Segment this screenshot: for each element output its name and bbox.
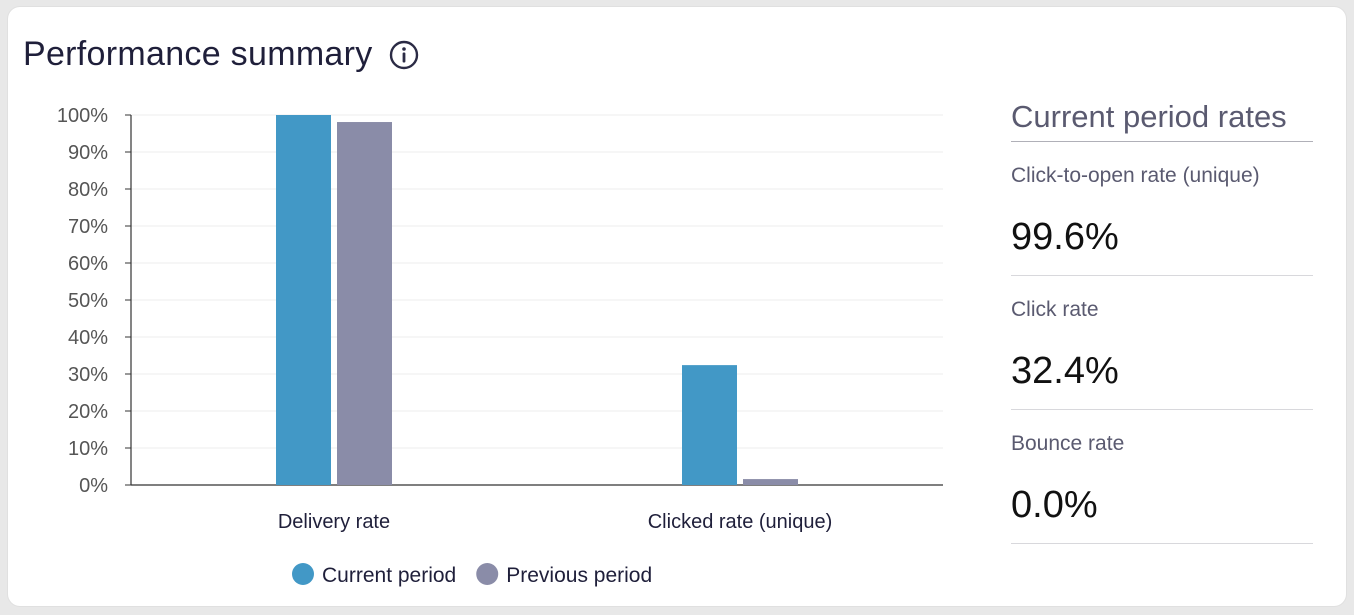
info-circle-icon[interactable] (389, 40, 419, 70)
rates-panel-title: Current period rates (1011, 99, 1313, 142)
metric-value: 0.0% (1011, 484, 1098, 526)
legend-label[interactable]: Current period (322, 564, 456, 587)
current-period-rates-panel: Current period rates Click-to-open rate … (1011, 99, 1313, 544)
metric-value: 32.4% (1011, 350, 1119, 392)
metric-click-to-open: Click-to-open rate (unique) 99.6% (1011, 142, 1313, 276)
legend-label[interactable]: Previous period (506, 564, 652, 587)
y-tick-label: 0% (79, 475, 108, 497)
y-tick-label: 60% (68, 253, 108, 275)
y-tick-label: 50% (68, 290, 108, 312)
bar-previous-1[interactable] (743, 479, 798, 485)
bar-chart: 0% 10% 20% 30% 40% 50% 60% 70% 80% 90% 100% Deliver… (57, 105, 943, 587)
y-tick-label: 40% (68, 327, 108, 349)
y-tick-label: 90% (68, 142, 108, 164)
bar-current-0[interactable] (276, 115, 331, 485)
x-category-label: Clicked rate (unique) (648, 511, 833, 533)
card-header: Performance summary (23, 35, 419, 74)
y-tick-label: 10% (68, 438, 108, 460)
performance-summary-card: Performance summary 0% 10% 20% 30% 40% 50% 60%… (8, 7, 1346, 606)
metric-click-rate: Click rate 32.4% (1011, 276, 1313, 410)
card-title: Performance summary (23, 35, 373, 73)
bar-current-1[interactable] (682, 365, 737, 485)
y-tick-label: 30% (68, 364, 108, 386)
metric-label: Bounce rate (1011, 432, 1125, 455)
legend-swatch (476, 563, 499, 585)
metric-label: Click-to-open rate (unique) (1011, 164, 1260, 187)
x-category-label: Delivery rate (278, 511, 390, 533)
metric-bounce-rate: Bounce rate 0.0% (1011, 410, 1313, 544)
metric-value: 99.6% (1011, 216, 1119, 258)
y-tick-label: 20% (68, 401, 108, 423)
metric-label: Click rate (1011, 298, 1099, 321)
y-tick-label: 100% (57, 105, 108, 127)
bar-previous-0[interactable] (337, 122, 392, 485)
y-tick-label: 70% (68, 216, 108, 238)
legend-swatch (292, 563, 314, 585)
y-tick-label: 80% (68, 179, 108, 201)
